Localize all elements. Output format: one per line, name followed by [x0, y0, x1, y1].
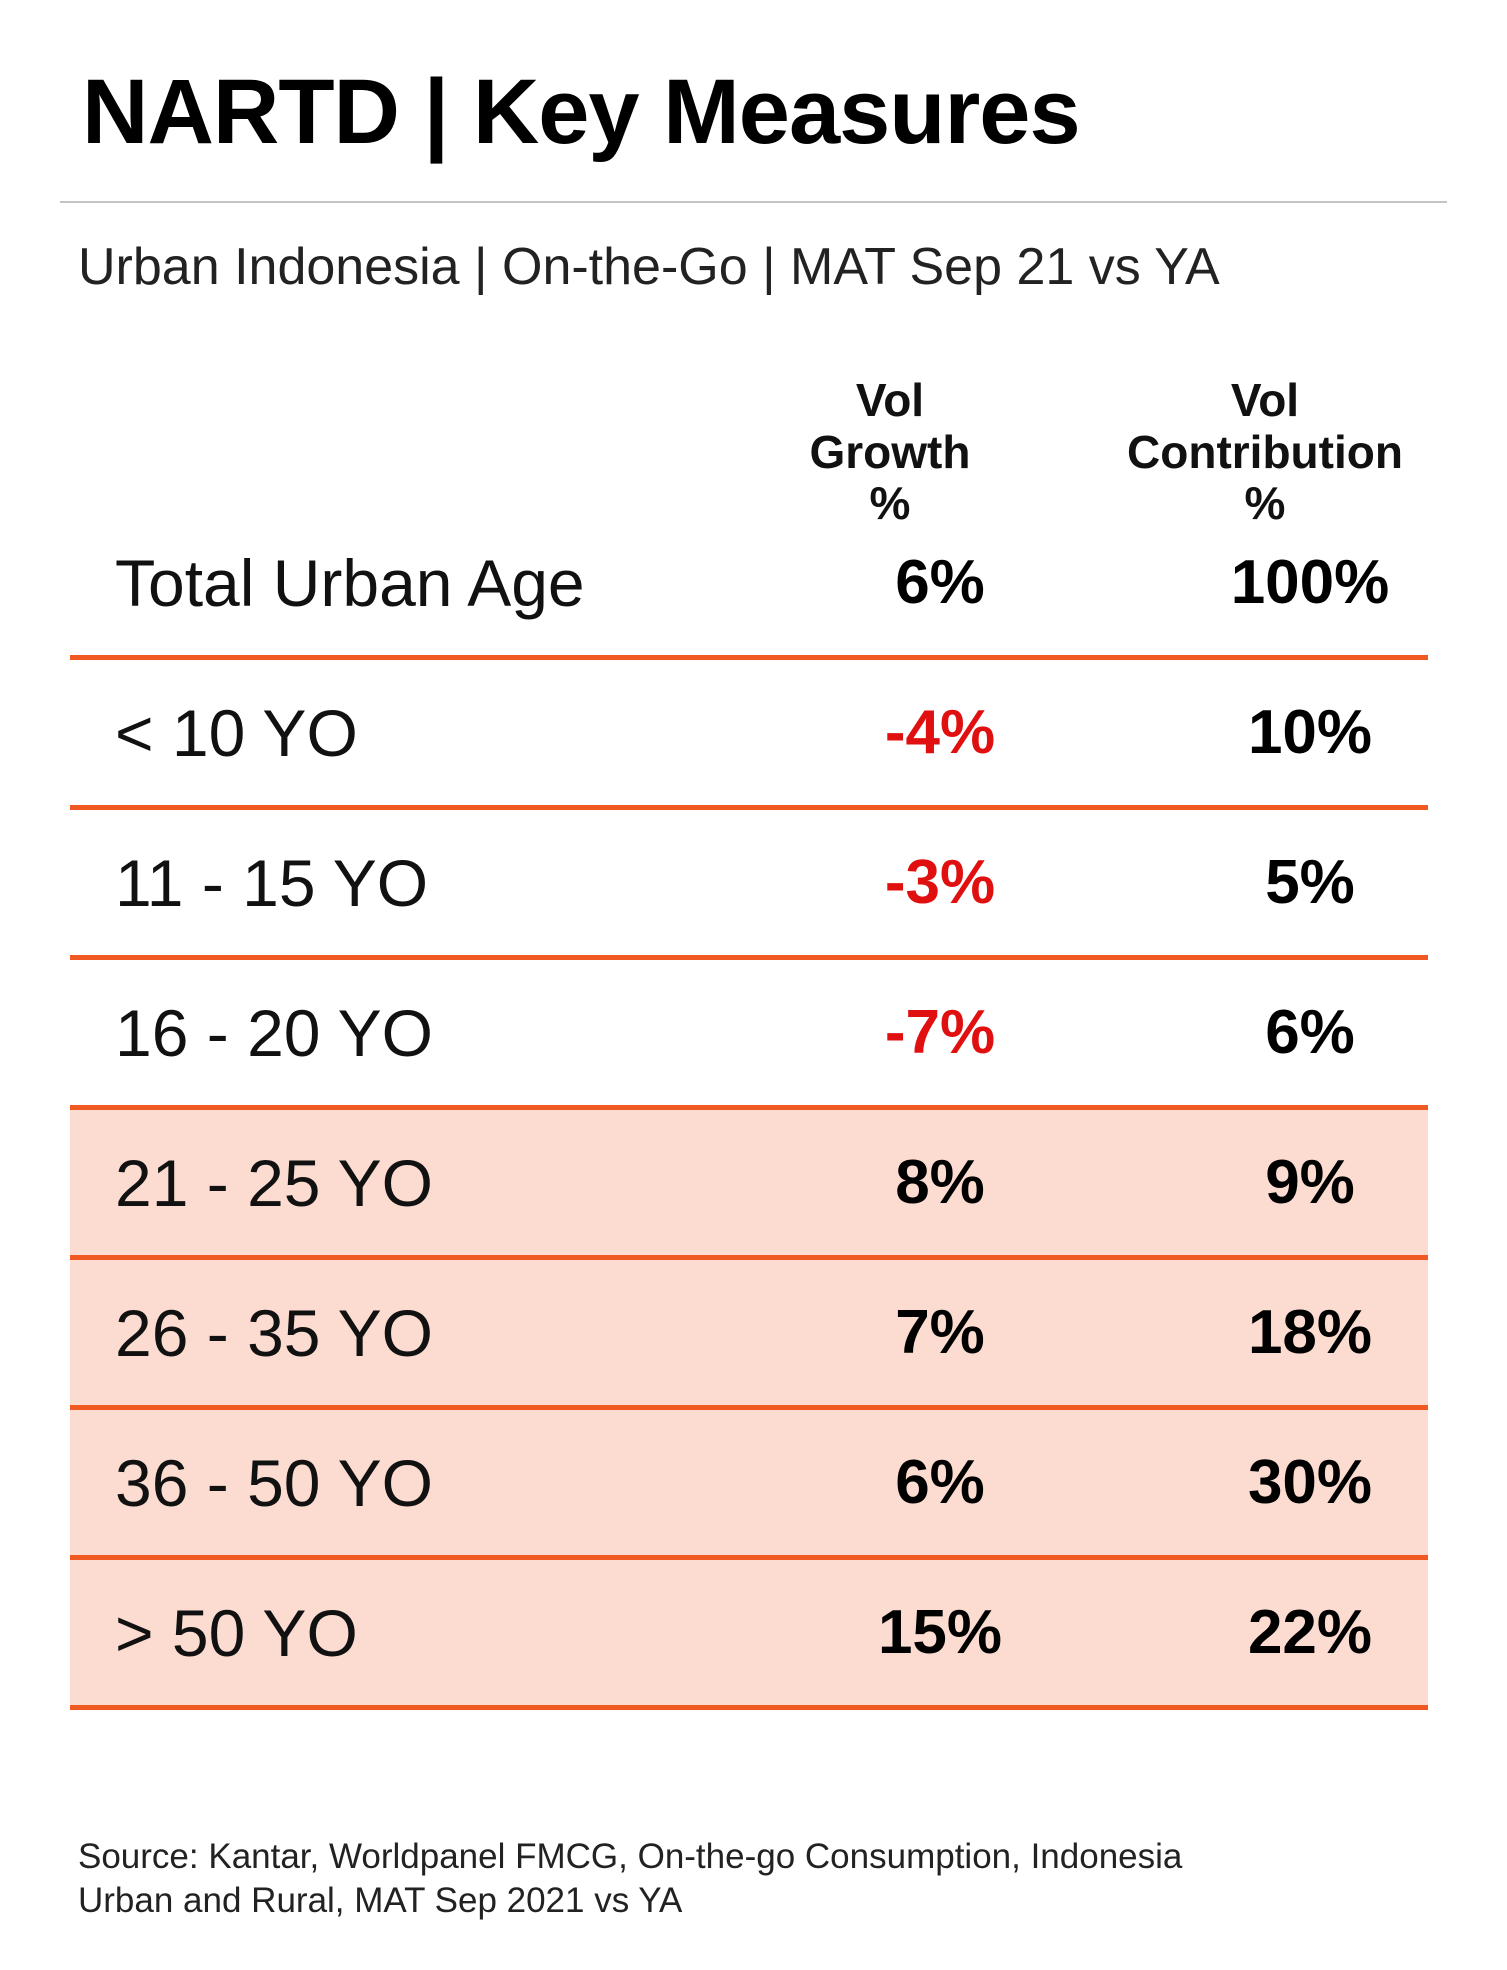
table-row-total: Total Urban Age 6% 100%	[70, 510, 1428, 660]
page-subtitle: Urban Indonesia | On-the-Go | MAT Sep 21…	[78, 238, 1220, 296]
vol-growth-value: 7%	[895, 1298, 985, 1367]
vol-contribution-value: 9%	[1265, 1148, 1355, 1217]
column-header-line: Growth	[809, 425, 971, 478]
table-row: 26 - 35 YO 7% 18%	[70, 1260, 1428, 1410]
table-row: 21 - 25 YO 8% 9%	[70, 1110, 1428, 1260]
table-row: 36 - 50 YO 6% 30%	[70, 1410, 1428, 1560]
column-header-line: Vol	[855, 374, 925, 426]
row-label: 21 - 25 YO	[115, 1145, 433, 1220]
source-note: Source: Kantar, Worldpanel FMCG, On-the-…	[78, 1835, 1182, 1923]
column-header-line: Vol	[1230, 374, 1300, 426]
vol-contribution-value: 30%	[1247, 1448, 1373, 1517]
vol-contribution-value: 22%	[1247, 1598, 1373, 1667]
row-label: 16 - 20 YO	[115, 995, 433, 1070]
column-header-vol-contribution: Vol Contribution %	[1095, 374, 1435, 530]
vol-contribution-value: 18%	[1247, 1298, 1373, 1367]
vol-growth-value: 6%	[895, 1448, 985, 1517]
column-header-vol-growth: Vol Growth %	[770, 374, 1010, 530]
row-label: 26 - 35 YO	[115, 1295, 433, 1370]
source-line: Urban and Rural, MAT Sep 2021 vs YA	[78, 1880, 683, 1920]
row-label: 11 - 15 YO	[115, 845, 429, 920]
measures-table: Total Urban Age 6% 100% < 10 YO -4% 10% 11 - 1…	[70, 546, 1428, 1710]
vol-contribution-value: 10%	[1247, 698, 1373, 767]
vol-growth-value: -7%	[884, 998, 996, 1067]
column-header-line: %	[869, 477, 911, 530]
table-row: 11 - 15 YO -3% 5%	[70, 810, 1428, 960]
column-header-line: Contribution	[1127, 425, 1403, 478]
table-row: > 50 YO 15% 22%	[70, 1560, 1428, 1710]
title-divider	[60, 201, 1447, 203]
row-label: > 50 YO	[115, 1595, 358, 1670]
table-row: < 10 YO -4% 10%	[70, 660, 1428, 810]
row-label: Total Urban Age	[115, 545, 585, 620]
vol-growth-value: 6%	[895, 548, 985, 617]
vol-growth-value: -3%	[884, 848, 996, 917]
column-header-line: %	[1244, 477, 1286, 530]
vol-contribution-value: 100%	[1230, 548, 1390, 617]
vol-contribution-value: 6%	[1265, 998, 1355, 1067]
table-row: 16 - 20 YO -7% 6%	[70, 960, 1428, 1110]
row-label: < 10 YO	[115, 695, 358, 770]
vol-growth-value: 15%	[877, 1598, 1003, 1667]
source-line: Source: Kantar, Worldpanel FMCG, On-the-…	[78, 1837, 1183, 1876]
vol-growth-value: -4%	[884, 698, 996, 767]
vol-contribution-value: 5%	[1265, 848, 1355, 917]
row-label: 36 - 50 YO	[115, 1445, 433, 1520]
vol-growth-value: 8%	[895, 1148, 985, 1217]
page-title: NARTD | Key Measures	[82, 61, 1081, 163]
